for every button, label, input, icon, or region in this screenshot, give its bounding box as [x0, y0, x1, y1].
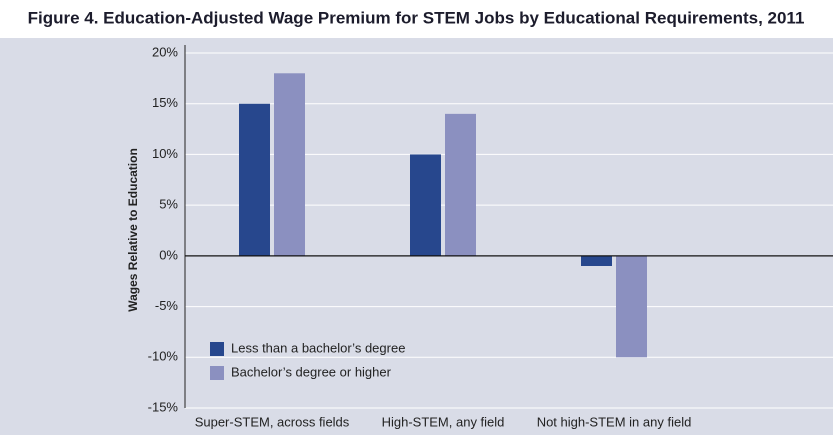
y-tick-label: -5%: [155, 298, 179, 313]
bar: [581, 255, 612, 266]
legend-label: Bachelor’s degree or higher: [231, 364, 392, 379]
y-tick-label: 20%: [152, 44, 178, 59]
y-tick-label: -15%: [148, 399, 179, 414]
legend-label: Less than a bachelor’s degree: [231, 340, 405, 355]
y-tick-label: -10%: [148, 349, 179, 364]
bar: [445, 113, 476, 256]
y-tick-label: 0%: [159, 247, 178, 262]
x-tick-label: Not high-STEM in any field: [537, 414, 692, 429]
x-tick-label: High-STEM, any field: [382, 414, 505, 429]
bar: [616, 255, 647, 358]
chart-title: Figure 4. Education-Adjusted Wage Premiu…: [28, 8, 805, 27]
legend-swatch: [210, 366, 224, 380]
y-tick-label: 10%: [152, 146, 178, 161]
bar: [239, 103, 270, 256]
y-tick-label: 5%: [159, 197, 178, 212]
x-tick-label: Super-STEM, across fields: [195, 414, 350, 429]
legend-swatch: [210, 342, 224, 356]
y-tick-label: 15%: [152, 95, 178, 110]
bar: [410, 154, 441, 256]
bar: [274, 73, 305, 256]
y-axis-label: Wages Relative to Education: [126, 148, 140, 312]
